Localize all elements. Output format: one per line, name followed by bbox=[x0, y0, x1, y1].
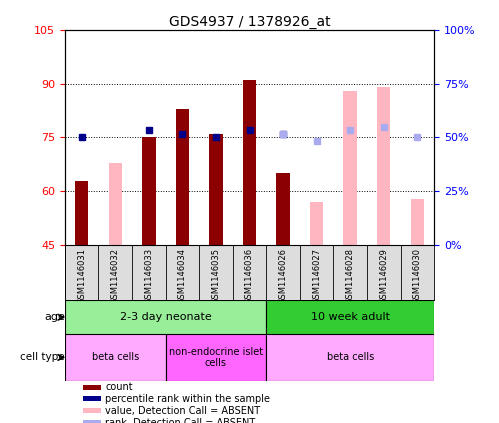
Bar bbox=[166, 334, 266, 381]
Text: cell type: cell type bbox=[20, 352, 65, 363]
Text: percentile rank within the sample: percentile rank within the sample bbox=[105, 394, 270, 404]
Bar bbox=[343, 91, 357, 245]
Bar bbox=[411, 199, 424, 245]
Text: 2-3 day neonate: 2-3 day neonate bbox=[120, 312, 212, 322]
Bar bbox=[377, 87, 391, 245]
Text: beta cells: beta cells bbox=[92, 352, 139, 363]
Text: value, Detection Call = ABSENT: value, Detection Call = ABSENT bbox=[105, 406, 260, 416]
Bar bbox=[83, 420, 101, 423]
Text: 10 week adult: 10 week adult bbox=[311, 312, 390, 322]
Text: GSM1146030: GSM1146030 bbox=[413, 248, 422, 304]
Bar bbox=[276, 173, 290, 245]
Text: GSM1146034: GSM1146034 bbox=[178, 248, 187, 304]
Bar bbox=[75, 181, 88, 245]
Text: GSM1146029: GSM1146029 bbox=[379, 248, 388, 304]
Text: GSM1146031: GSM1146031 bbox=[77, 248, 86, 304]
Text: GSM1146027: GSM1146027 bbox=[312, 248, 321, 304]
Text: GSM1146033: GSM1146033 bbox=[144, 248, 153, 304]
Bar bbox=[176, 109, 189, 245]
Text: GSM1146028: GSM1146028 bbox=[346, 248, 355, 304]
Title: GDS4937 / 1378926_at: GDS4937 / 1378926_at bbox=[169, 14, 330, 29]
Text: age: age bbox=[44, 312, 65, 322]
Text: GSM1146035: GSM1146035 bbox=[212, 248, 221, 304]
Bar bbox=[243, 80, 256, 245]
Bar bbox=[108, 163, 122, 245]
Text: rank, Detection Call = ABSENT: rank, Detection Call = ABSENT bbox=[105, 418, 256, 423]
Text: GSM1146036: GSM1146036 bbox=[245, 248, 254, 304]
Bar bbox=[83, 396, 101, 401]
Bar bbox=[142, 137, 156, 245]
Bar bbox=[266, 300, 434, 334]
Text: non-endocrine islet
cells: non-endocrine islet cells bbox=[169, 346, 263, 368]
Bar bbox=[65, 300, 266, 334]
Bar bbox=[266, 334, 434, 381]
Bar bbox=[209, 134, 223, 245]
Bar bbox=[310, 202, 323, 245]
Bar bbox=[83, 408, 101, 413]
Bar bbox=[65, 334, 166, 381]
Text: beta cells: beta cells bbox=[326, 352, 374, 363]
Text: count: count bbox=[105, 382, 133, 392]
Bar bbox=[83, 385, 101, 390]
Text: GSM1146026: GSM1146026 bbox=[278, 248, 287, 304]
Text: GSM1146032: GSM1146032 bbox=[111, 248, 120, 304]
